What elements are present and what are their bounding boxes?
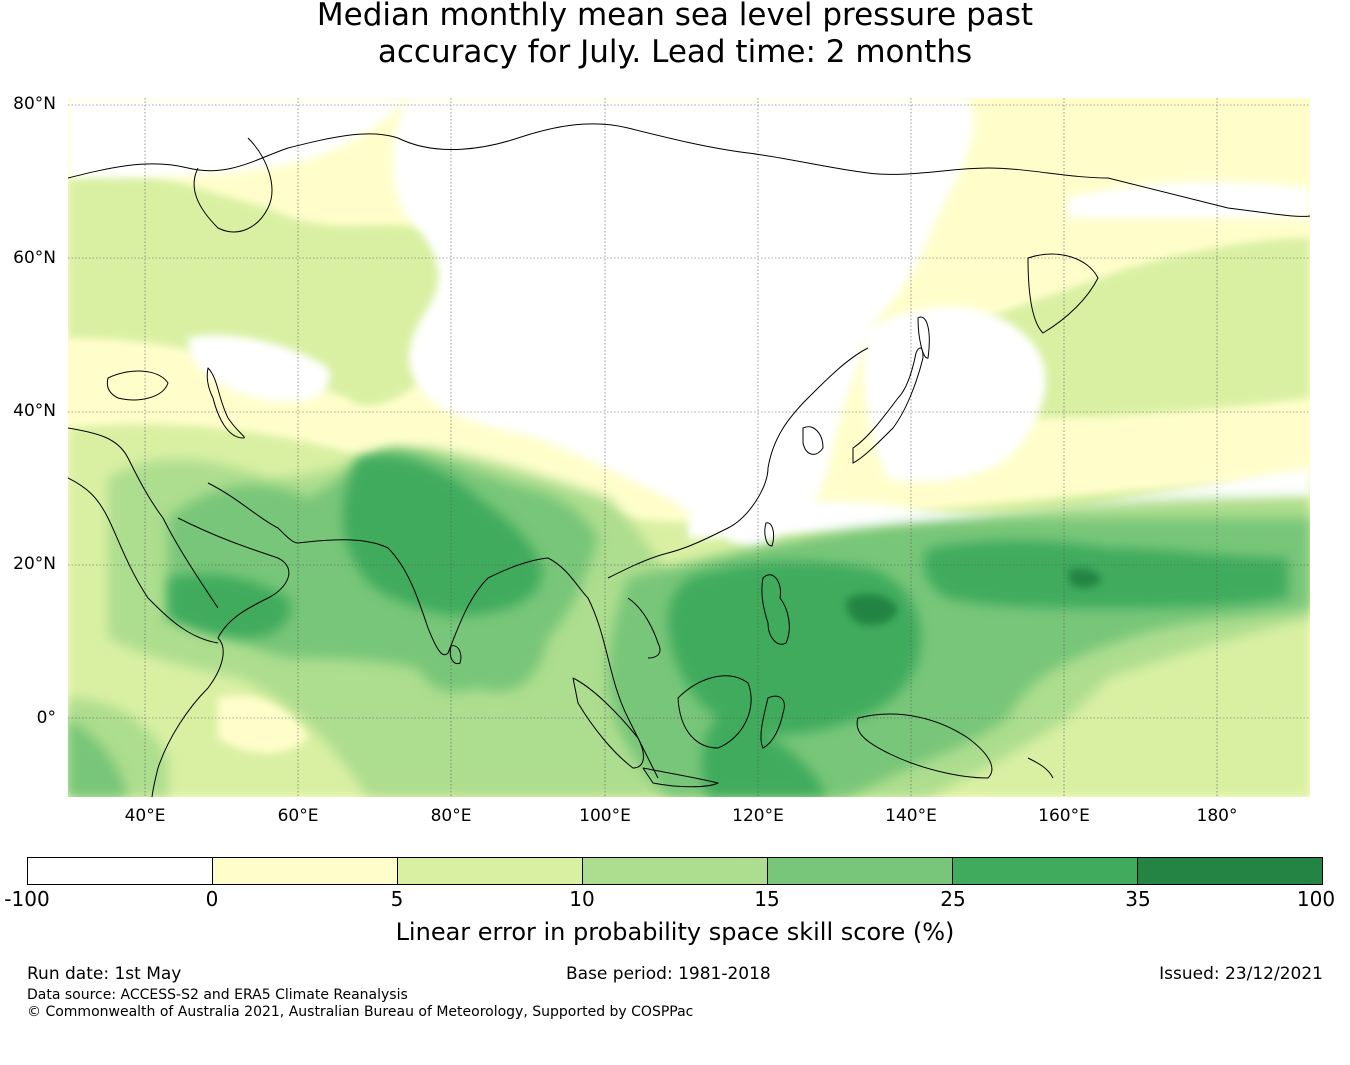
colorbar-tick-label: 0: [205, 887, 219, 911]
map-title-line-1: Median monthly mean sea level pressure p…: [316, 0, 1034, 33]
lat-label-0: 0°: [36, 708, 56, 728]
base-period: Base period: 1981-2018: [566, 964, 771, 984]
map-title-line-2: accuracy for July. Lead time: 2 months: [377, 34, 973, 70]
lon-label-40e: 40°E: [124, 806, 166, 826]
colorbar-segment: [1138, 858, 1322, 884]
run-date: Run date: 1st May: [27, 964, 182, 984]
issued-date: Issued: 23/12/2021: [1159, 964, 1323, 984]
skill-score-map: [68, 98, 1310, 797]
colorbar-tick-label: 10: [569, 887, 595, 911]
colorbar-segment: [953, 858, 1138, 884]
skill-field-35-100: [846, 568, 1102, 626]
colorbar-segment: [398, 858, 583, 884]
lon-label-180: 180°: [1196, 806, 1238, 826]
colorbar-tick-label: 15: [754, 887, 780, 911]
coastlines: [68, 123, 1310, 797]
lat-label-40n: 40°N: [13, 401, 56, 421]
colorbar-tick-label: 5: [390, 887, 404, 911]
colorbar: [27, 857, 1323, 885]
lat-label-60n: 60°N: [13, 248, 56, 268]
lon-label-140e: 140°E: [885, 806, 937, 826]
skill-field-negative: [68, 98, 1310, 548]
lat-label-80n: 80°N: [13, 94, 56, 114]
colorbar-tick-label: 25: [940, 887, 966, 911]
lon-label-160e: 160°E: [1038, 806, 1090, 826]
lat-label-20n: 20°N: [13, 554, 56, 574]
lon-label-100e: 100°E: [579, 806, 631, 826]
colorbar-segment: [213, 858, 398, 884]
lon-label-80e: 80°E: [430, 806, 472, 826]
colorbar-tick-label: 100: [1296, 887, 1336, 911]
map-canvas: [68, 98, 1310, 797]
copyright: © Commonwealth of Australia 2021, Austra…: [27, 1004, 694, 1020]
graticule: [68, 98, 1310, 797]
colorbar-tick-label: -100: [4, 887, 50, 911]
colorbar-tick-label: 35: [1125, 887, 1151, 911]
lon-label-120e: 120°E: [732, 806, 784, 826]
colorbar-segment: [768, 858, 953, 884]
data-source: Data source: ACCESS-S2 and ERA5 Climate …: [27, 987, 408, 1003]
colorbar-label: Linear error in probability space skill …: [395, 918, 955, 946]
colorbar-segment: [583, 858, 768, 884]
colorbar-segment: [28, 858, 213, 884]
lon-label-60e: 60°E: [277, 806, 319, 826]
